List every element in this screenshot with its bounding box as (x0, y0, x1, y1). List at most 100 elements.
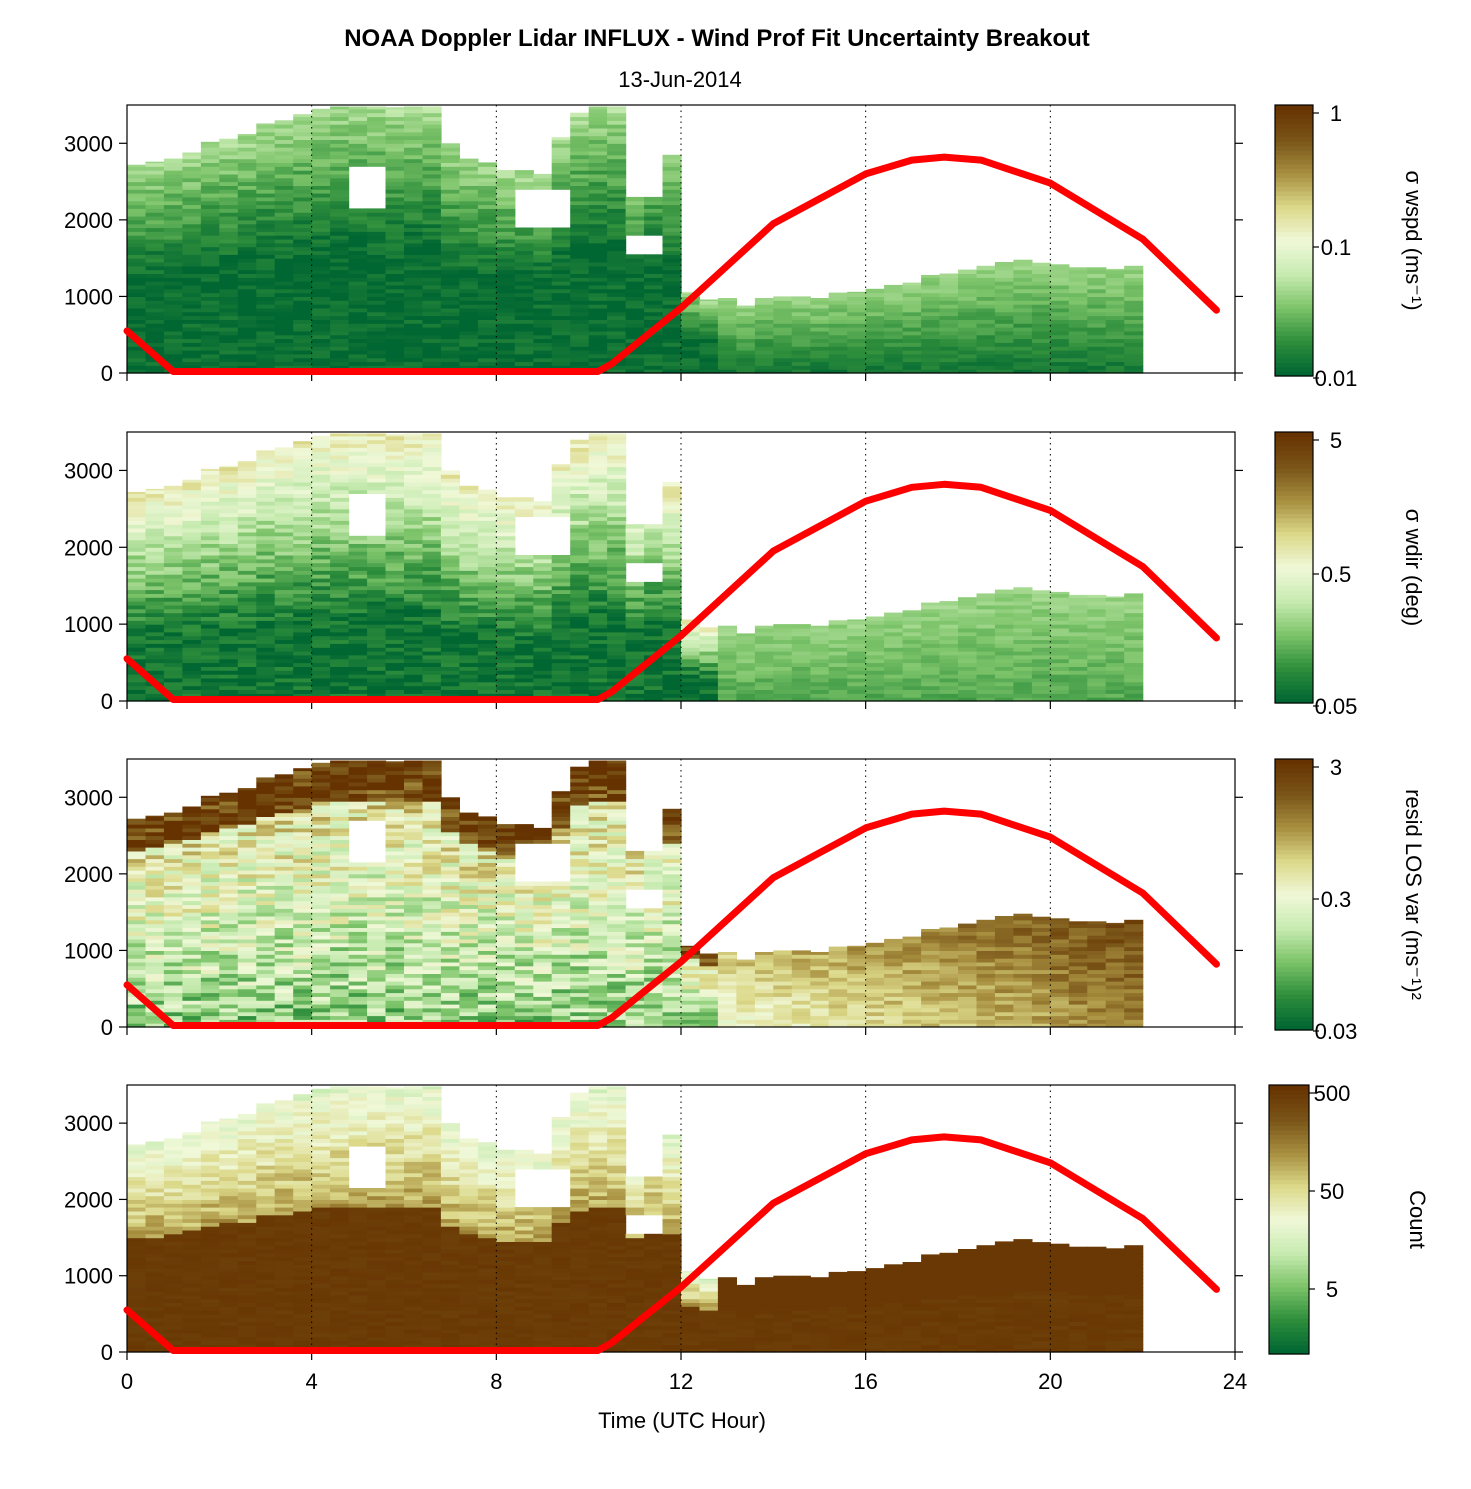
heatmap-cell (237, 531, 257, 537)
heatmap-cell (496, 581, 516, 587)
heatmap-cell (367, 539, 387, 544)
heatmap-cell (828, 327, 848, 332)
colorbar-segment (1275, 504, 1313, 510)
heatmap-cells (127, 760, 1144, 1028)
heatmap-cell (422, 189, 442, 194)
heatmap-cell (791, 304, 811, 309)
heatmap-cell (551, 585, 571, 591)
heatmap-cell (404, 433, 424, 437)
heatmap-cell (200, 177, 220, 183)
heatmap-cell (884, 334, 904, 340)
heatmap-cell (200, 158, 220, 163)
heatmap-cell (736, 693, 756, 698)
heatmap-cell (200, 304, 220, 309)
heatmap-cell (200, 284, 220, 290)
heatmap-cell (256, 670, 276, 675)
heatmap-cell (828, 654, 848, 660)
heatmap-cell (404, 693, 424, 698)
heatmap-cell (588, 346, 608, 351)
heatmap-cell (958, 338, 978, 343)
heatmap-cell (274, 162, 294, 167)
heatmap-cell (219, 624, 239, 629)
heatmap-cell (496, 311, 516, 317)
heatmap-cell (200, 319, 220, 324)
heatmap-cell (1068, 315, 1088, 320)
heatmap-cell (182, 654, 202, 660)
heatmap-cell (127, 677, 147, 683)
heatmap-cell (717, 670, 737, 675)
heatmap-cell (330, 443, 350, 448)
heatmap-cell (551, 315, 571, 320)
heatmap-cell (588, 265, 608, 271)
heatmap-cell (256, 139, 276, 144)
heatmap-cell (902, 610, 922, 614)
heatmap-cell (385, 330, 405, 336)
colorbar-segment (1275, 163, 1313, 169)
heatmap-cell (145, 216, 165, 221)
heatmap-cell (274, 597, 294, 602)
heatmap-cell (200, 323, 220, 328)
heatmap-cell (182, 589, 202, 594)
heatmap-cell (884, 296, 904, 301)
heatmap-cell (330, 531, 350, 537)
heatmap-cell (367, 353, 387, 359)
heatmap-cell (367, 365, 387, 370)
heatmap-cell (588, 235, 608, 240)
heatmap-cell (200, 608, 220, 614)
heatmap-cell (625, 281, 645, 286)
heatmap-cell (422, 235, 442, 240)
heatmap-cell (865, 616, 885, 621)
heatmap-cell (588, 543, 608, 548)
colorbar-segment (1275, 698, 1313, 704)
heatmap-cell (163, 181, 183, 186)
heatmap-cell (1013, 269, 1033, 274)
heatmap-cell (367, 608, 387, 614)
heatmap-cell (514, 262, 534, 267)
heatmap-cell (182, 262, 202, 267)
heatmap-cell (163, 231, 183, 236)
heatmap-cell (256, 681, 276, 687)
heatmap-cell (939, 677, 959, 683)
heatmap-cell (496, 254, 516, 259)
heatmap-cell (994, 346, 1014, 351)
heatmap-cell (385, 223, 405, 229)
heatmap-cell (865, 311, 885, 317)
heatmap-cell (773, 639, 793, 644)
heatmap-cell (976, 666, 996, 671)
heatmap-cell (902, 361, 922, 366)
heatmap-cell (1124, 304, 1144, 309)
heatmap-cell (477, 250, 497, 255)
heatmap-cell (311, 158, 331, 163)
heatmap-cell (976, 693, 996, 698)
heatmap-cell (514, 350, 534, 355)
heatmap-cell (127, 566, 147, 571)
heatmap-cell (422, 300, 442, 305)
heatmap-cell (182, 497, 202, 502)
heatmap-cell (311, 555, 331, 560)
heatmap-cell (588, 597, 608, 602)
heatmap-cell (330, 643, 350, 648)
heatmap-cell (921, 612, 941, 617)
heatmap-cell (976, 689, 996, 694)
heatmap-cell (496, 304, 516, 309)
heatmap-cell (293, 170, 313, 175)
heatmap-cell (533, 566, 553, 571)
heatmap-cell (422, 204, 442, 209)
heatmap-cell (496, 666, 516, 671)
heatmap-cell (1087, 300, 1107, 305)
heatmap-cell (607, 173, 627, 179)
heatmap-cell (348, 551, 368, 556)
heatmap-cell (440, 150, 460, 156)
heatmap-cell (1068, 292, 1088, 297)
heatmap-cell (828, 292, 848, 297)
heatmap-cell (127, 319, 147, 324)
heatmap-cell (496, 346, 516, 351)
heatmap-cell (662, 304, 682, 309)
heatmap-cell (237, 505, 257, 510)
colorbar-segment (1275, 481, 1313, 487)
heatmap-cell (145, 608, 165, 614)
heatmap-cell (976, 288, 996, 294)
heatmap-cell (440, 531, 460, 537)
heatmap-cell (200, 166, 220, 171)
heatmap-cell (311, 620, 331, 625)
